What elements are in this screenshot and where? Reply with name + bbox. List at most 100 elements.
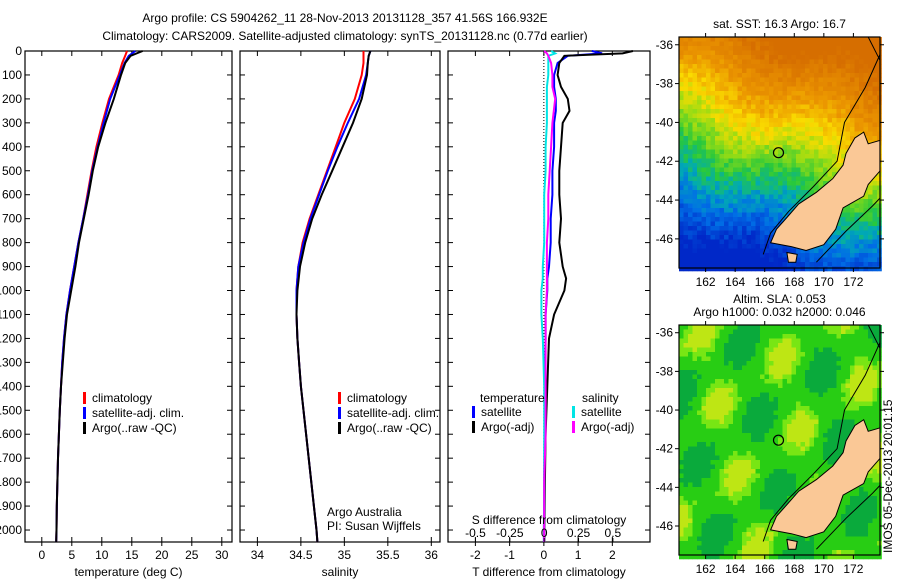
map-cell: [819, 339, 824, 344]
map-cell: [729, 55, 734, 60]
map-cell: [801, 177, 806, 182]
map-cell: [747, 177, 752, 182]
map-cell: [702, 172, 707, 177]
map-cell: [823, 411, 828, 416]
map-cell: [738, 150, 743, 155]
map-cell: [729, 402, 734, 407]
map-cell: [756, 82, 761, 87]
map-cell: [783, 325, 788, 330]
map-cell: [814, 91, 819, 96]
map-cell: [688, 195, 693, 200]
map-cell: [846, 550, 851, 555]
map-cell: [702, 465, 707, 470]
map-cell: [715, 244, 720, 249]
map-cell: [756, 154, 761, 159]
map-cell: [756, 235, 761, 240]
legend-swatch: [338, 407, 341, 419]
map-cell: [846, 519, 851, 524]
map-cell: [810, 168, 815, 173]
map-cell: [805, 172, 810, 177]
map-cell: [864, 96, 869, 101]
map-cell: [724, 168, 729, 173]
map-cell: [751, 406, 756, 411]
map-cell: [778, 73, 783, 78]
map-cell: [783, 82, 788, 87]
map-cell: [706, 433, 711, 438]
map-cell: [850, 514, 855, 519]
map-cell: [733, 492, 738, 497]
map-cell: [873, 519, 878, 524]
map-cell: [783, 424, 788, 429]
map-cell: [873, 505, 878, 510]
map-cell: [747, 514, 752, 519]
map-cell: [702, 442, 707, 447]
map-cell: [697, 334, 702, 339]
map-cell: [828, 366, 833, 371]
map-cell: [702, 370, 707, 375]
map-cell: [855, 397, 860, 402]
map-cell: [756, 465, 761, 470]
map-cell: [688, 253, 693, 258]
map-cell: [715, 334, 720, 339]
map-cell: [742, 244, 747, 249]
map-cell: [864, 357, 869, 362]
map-cell: [792, 388, 797, 393]
map-cell: [702, 91, 707, 96]
map-cell: [724, 456, 729, 461]
map-cell: [715, 64, 720, 69]
map-cell: [733, 177, 738, 182]
map-cell: [724, 505, 729, 510]
map-cell: [679, 78, 684, 83]
map-cell: [751, 114, 756, 119]
map-cell: [738, 118, 743, 123]
map-cell: [733, 343, 738, 348]
map-cell: [733, 546, 738, 551]
map-cell: [702, 208, 707, 213]
map-cell: [805, 366, 810, 371]
map-cell: [702, 343, 707, 348]
legend-label: climatology: [92, 391, 152, 405]
map-cell: [769, 199, 774, 204]
map-cell: [733, 352, 738, 357]
map-cell: [850, 361, 855, 366]
map-cell: [751, 532, 756, 537]
map-cell: [742, 330, 747, 335]
map-cell: [778, 388, 783, 393]
map-cell: [751, 69, 756, 74]
map-cell: [679, 510, 684, 515]
map-cell: [796, 406, 801, 411]
map-cell: [711, 240, 716, 245]
map-cell: [706, 478, 711, 483]
map-cell: [837, 348, 842, 353]
map-cell: [688, 442, 693, 447]
map-cell: [769, 460, 774, 465]
map-cell: [684, 87, 689, 92]
map-cell: [738, 231, 743, 236]
map-cell: [747, 100, 752, 105]
map-cell: [760, 406, 765, 411]
map-cell: [738, 208, 743, 213]
map-cell: [738, 532, 743, 537]
map-cell: [873, 370, 878, 375]
map-cell: [724, 154, 729, 159]
map-cell: [774, 375, 779, 380]
map-cell: [715, 145, 720, 150]
map-cell: [738, 78, 743, 83]
map-cell: [846, 46, 851, 51]
map-cell: [796, 330, 801, 335]
map-cell: [742, 366, 747, 371]
map-cell: [778, 253, 783, 258]
map-cell: [706, 217, 711, 222]
map-cell: [693, 546, 698, 551]
map-cell: [868, 231, 873, 236]
map-cell: [693, 541, 698, 546]
map-cell: [760, 541, 765, 546]
map-cell: [796, 127, 801, 132]
map-cell: [859, 51, 864, 56]
map-cell: [747, 330, 752, 335]
map-cell: [819, 154, 824, 159]
map-cell: [742, 127, 747, 132]
map-cell: [837, 82, 842, 87]
map-cell: [792, 451, 797, 456]
map-cell: [733, 406, 738, 411]
